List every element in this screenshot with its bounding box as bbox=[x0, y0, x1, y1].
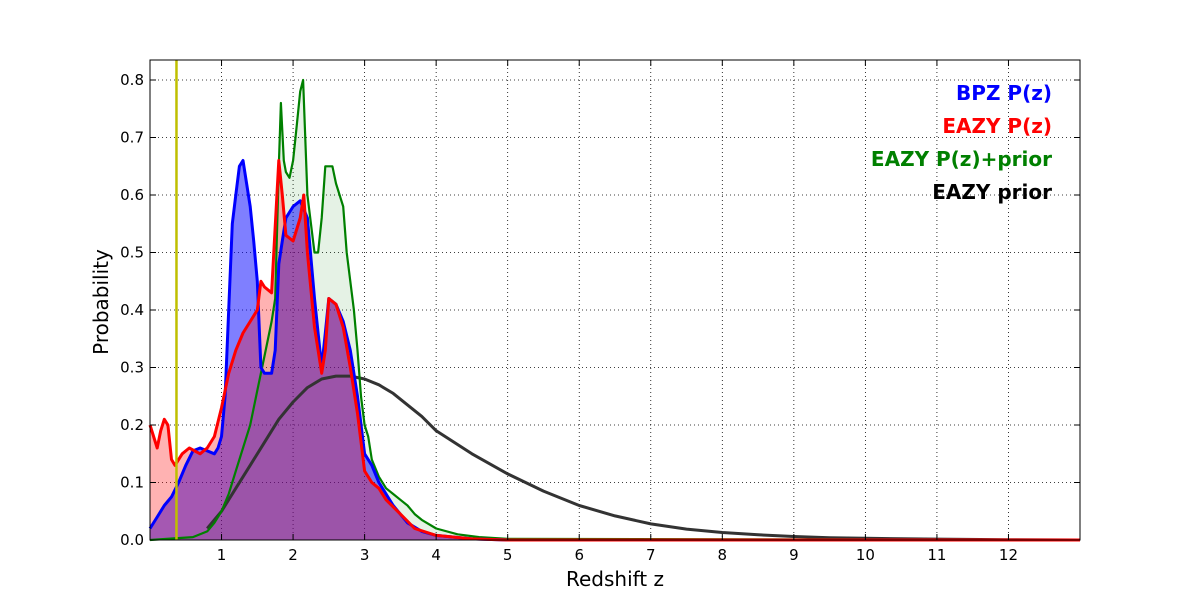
y-tick-label: 0.8 bbox=[120, 71, 144, 89]
y-axis-label: Probability bbox=[89, 249, 113, 355]
legend-entry: EAZY prior bbox=[932, 180, 1052, 204]
x-tick-label: 11 bbox=[927, 546, 946, 564]
y-tick-label: 0.1 bbox=[120, 474, 144, 492]
y-tick-label: 0.4 bbox=[120, 301, 144, 319]
x-tick-label: 5 bbox=[503, 546, 513, 564]
axis-ticks: 1 2 3 4 5 6 7 8 9 10 11 120.00.10.20.30.40.50.60.70… bbox=[120, 60, 1080, 564]
x-tick-label: 1 bbox=[217, 546, 227, 564]
x-tick-label: 12 bbox=[999, 546, 1018, 564]
x-tick-label: 2 bbox=[288, 546, 298, 564]
y-tick-label: 0.7 bbox=[120, 129, 144, 147]
y-tick-label: 0.3 bbox=[120, 359, 144, 377]
x-tick-label: 3 bbox=[360, 546, 370, 564]
legend-entry: EAZY P(z) bbox=[942, 114, 1052, 138]
x-axis-label: Redshift z bbox=[566, 567, 664, 591]
x-tick-label: 8 bbox=[718, 546, 728, 564]
y-tick-label: 0.0 bbox=[120, 531, 144, 549]
x-tick-label: 9 bbox=[789, 546, 799, 564]
series-line bbox=[148, 159, 1080, 542]
legend-entry: EAZY P(z)+prior bbox=[871, 147, 1052, 171]
series-line bbox=[206, 374, 1081, 542]
x-tick-label: 4 bbox=[431, 546, 441, 564]
plot-frame bbox=[149, 59, 1081, 541]
y-tick-label: 0.5 bbox=[120, 244, 144, 262]
series-line bbox=[149, 78, 1081, 542]
series-fill bbox=[150, 160, 1080, 540]
series-lines bbox=[148, 60, 1081, 542]
series-fill bbox=[150, 160, 1080, 540]
x-tick-label: 6 bbox=[574, 546, 584, 564]
legend: BPZ P(z) EAZY P(z) EAZY P(z)+prior EAZY pri… bbox=[871, 81, 1052, 204]
x-tick-label: 10 bbox=[856, 546, 875, 564]
grid-lines bbox=[150, 60, 1080, 541]
series-line bbox=[148, 159, 1080, 542]
y-tick-label: 0.6 bbox=[120, 186, 144, 204]
x-tick-label: 7 bbox=[646, 546, 656, 564]
series-fills bbox=[150, 80, 1080, 540]
y-tick-label: 0.2 bbox=[120, 416, 144, 434]
legend-entry: BPZ P(z) bbox=[956, 81, 1052, 105]
